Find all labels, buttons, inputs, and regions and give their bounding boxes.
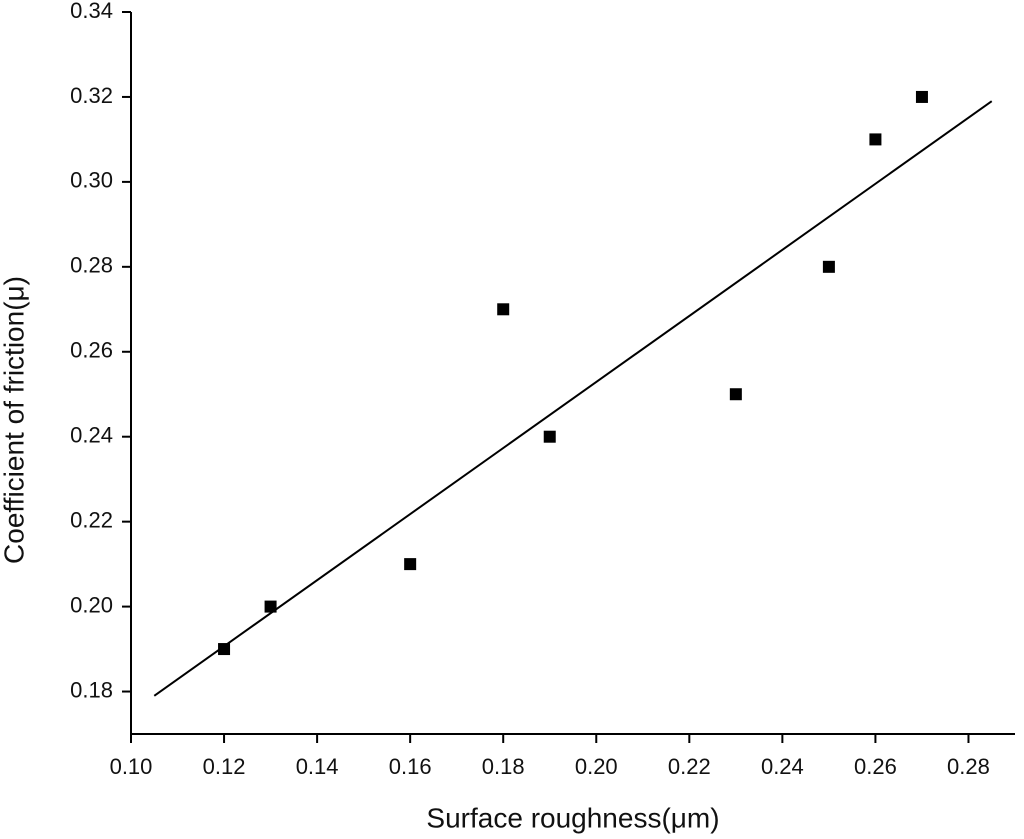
fit-line [153, 100, 993, 697]
data-point [729, 388, 742, 401]
x-axis-title: Surface roughness(μm) [426, 802, 719, 833]
y-tick-label: 0.24 [70, 423, 113, 448]
y-tick-label: 0.26 [70, 338, 113, 363]
data-point [404, 558, 417, 571]
y-tick-label: 0.28 [70, 253, 113, 278]
data-point [218, 643, 231, 656]
data-point [869, 133, 882, 146]
x-tick-label: 0.28 [947, 754, 990, 779]
x-tick-label: 0.14 [296, 754, 339, 779]
x-tick-label: 0.16 [389, 754, 432, 779]
data-point [915, 90, 928, 103]
y-tick-label: 0.20 [70, 592, 113, 617]
data-point [543, 430, 556, 443]
data-point [822, 260, 835, 273]
x-tick-label: 0.22 [668, 754, 711, 779]
x-tick-label: 0.10 [110, 754, 153, 779]
x-tick-label: 0.24 [761, 754, 804, 779]
x-tick-label: 0.18 [482, 754, 525, 779]
y-axis-title: Coefficient of friction(μ) [0, 276, 29, 564]
y-tick-label: 0.30 [70, 168, 113, 193]
y-tick-label: 0.18 [70, 677, 113, 702]
data-point [497, 303, 510, 316]
y-tick-label: 0.32 [70, 83, 113, 108]
x-tick-label: 0.20 [575, 754, 618, 779]
x-tick-label: 0.26 [854, 754, 897, 779]
data-point [264, 600, 277, 613]
y-tick-label: 0.22 [70, 507, 113, 532]
x-tick-label: 0.12 [203, 754, 246, 779]
y-tick-label: 0.34 [70, 0, 113, 23]
